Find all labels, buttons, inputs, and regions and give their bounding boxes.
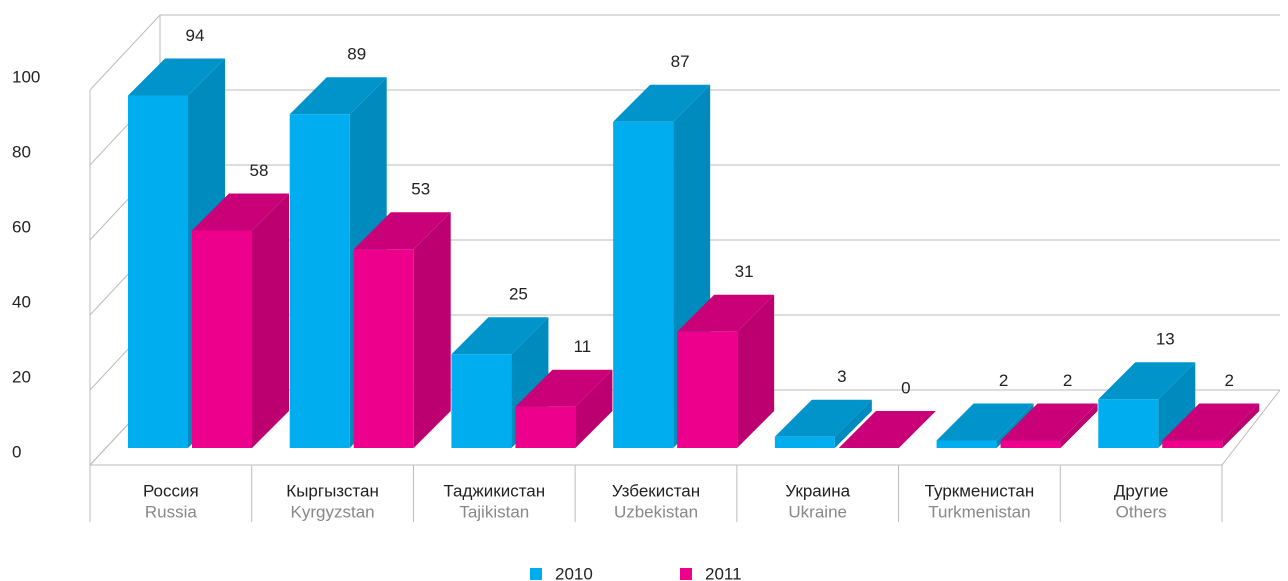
x-tick-label-en: Others: [1116, 502, 1167, 521]
bar: [515, 406, 576, 448]
legend-label: 2010: [555, 564, 593, 581]
bar-side: [252, 193, 289, 448]
bar-top: [774, 399, 872, 437]
bar: [451, 354, 512, 448]
bar-top: [1162, 403, 1260, 441]
grid-line: [89, 14, 1280, 91]
y-tick-label: 100: [12, 67, 40, 86]
bar-top: [1098, 362, 1196, 400]
bar-side: [575, 369, 613, 448]
x-tick-label-en: Turkmenistan: [928, 502, 1030, 521]
bar: [936, 440, 997, 448]
bar: [289, 114, 350, 448]
x-tick-label-en: Ukraine: [788, 502, 847, 521]
bar-top: [1000, 403, 1098, 441]
bar: [1162, 440, 1223, 448]
x-tick-label-en: Tajikistan: [459, 502, 529, 521]
bar: [1000, 440, 1061, 448]
x-tick-label: Украина: [785, 481, 850, 500]
bar-top: [613, 84, 711, 122]
legend-label: 2011: [705, 564, 742, 581]
x-tick-label: Туркменистан: [925, 481, 1035, 500]
x-tick-label-en: Russia: [145, 502, 198, 521]
value-label: 13: [1156, 330, 1175, 349]
x-tick-label: Кыргызстан: [286, 481, 379, 500]
y-tick-label: 60: [12, 217, 31, 236]
y-tick-label: 20: [12, 367, 31, 386]
value-label: 31: [735, 262, 754, 281]
value-label: 2: [1225, 371, 1234, 390]
value-label: 53: [411, 180, 430, 199]
bar: [677, 331, 738, 448]
bar-side: [1158, 362, 1196, 448]
value-label: 3: [837, 367, 846, 386]
value-label: 94: [186, 26, 205, 45]
bar-side: [1222, 403, 1260, 448]
value-label: 58: [250, 161, 269, 180]
bar-side: [737, 294, 775, 448]
bar-side: [413, 212, 451, 448]
value-label: 2: [999, 371, 1008, 390]
x-tick-label: Другие: [1114, 481, 1168, 500]
bar: [1098, 399, 1159, 448]
y-tick-label: 80: [12, 142, 31, 161]
bar: [613, 121, 674, 448]
bar-top: [838, 411, 936, 448]
bar-side: [834, 399, 872, 448]
legend-swatch: [530, 568, 542, 580]
bar-top: [192, 193, 289, 231]
legend-swatch: [680, 568, 692, 580]
bar: [774, 436, 835, 448]
y-tick-label: 0: [12, 442, 21, 461]
value-label: 0: [901, 378, 910, 397]
x-tick-label-en: Uzbekistan: [614, 502, 698, 521]
bar: [353, 249, 414, 448]
bar-top: [515, 369, 613, 407]
bar-top: [128, 58, 225, 96]
value-label: 87: [671, 52, 690, 71]
x-tick-label: Таджикистан: [443, 481, 545, 500]
x-tick-label: Россия: [143, 481, 199, 500]
bar-top: [289, 77, 387, 115]
bar-top: [353, 212, 451, 250]
bar-top: [936, 403, 1034, 441]
x-tick-label: Узбекистан: [612, 481, 700, 500]
bar: [192, 230, 252, 448]
bar-top: [451, 317, 549, 355]
x-tick-label-en: Kyrgyzstan: [291, 502, 375, 521]
y-tick-label: 40: [12, 292, 31, 311]
bar-top: [677, 294, 775, 332]
value-label: 89: [347, 45, 366, 64]
bar-side: [1060, 403, 1098, 448]
value-label: 25: [509, 285, 528, 304]
bar: [128, 95, 188, 448]
value-label: 2: [1063, 371, 1072, 390]
value-label: 11: [574, 337, 592, 356]
